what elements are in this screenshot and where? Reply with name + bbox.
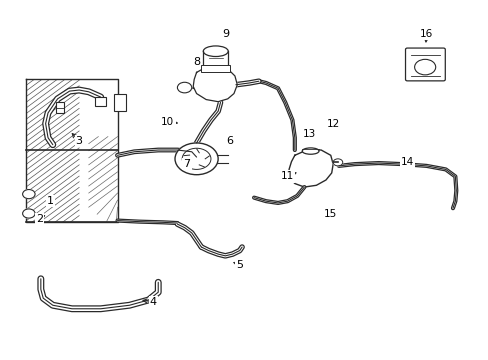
Bar <box>56 102 64 113</box>
Text: 6: 6 <box>226 136 233 146</box>
Circle shape <box>22 189 35 199</box>
Text: 4: 4 <box>150 297 157 307</box>
Polygon shape <box>193 66 237 102</box>
FancyBboxPatch shape <box>405 48 445 81</box>
Text: 9: 9 <box>222 28 228 39</box>
Circle shape <box>332 159 342 166</box>
Text: 13: 13 <box>302 129 315 139</box>
Text: 1: 1 <box>47 196 54 206</box>
Text: 14: 14 <box>400 157 413 167</box>
Polygon shape <box>288 150 332 187</box>
Bar <box>201 66 230 72</box>
Ellipse shape <box>203 71 228 81</box>
Circle shape <box>175 143 218 175</box>
Text: 7: 7 <box>183 159 190 169</box>
Text: 11: 11 <box>281 171 294 181</box>
Polygon shape <box>205 76 226 83</box>
Text: 16: 16 <box>419 28 432 39</box>
Text: 12: 12 <box>326 118 339 129</box>
Text: 5: 5 <box>236 260 243 270</box>
Bar <box>95 97 105 106</box>
Text: 15: 15 <box>324 208 337 219</box>
Polygon shape <box>26 80 117 222</box>
Polygon shape <box>203 51 228 76</box>
Text: 2: 2 <box>36 214 43 224</box>
Circle shape <box>22 209 35 218</box>
Text: 3: 3 <box>76 136 82 146</box>
Circle shape <box>177 82 191 93</box>
Bar <box>113 94 125 111</box>
Text: 8: 8 <box>193 57 200 67</box>
Polygon shape <box>217 154 227 163</box>
Text: 10: 10 <box>161 117 174 127</box>
Ellipse shape <box>203 46 228 57</box>
Ellipse shape <box>302 148 318 154</box>
